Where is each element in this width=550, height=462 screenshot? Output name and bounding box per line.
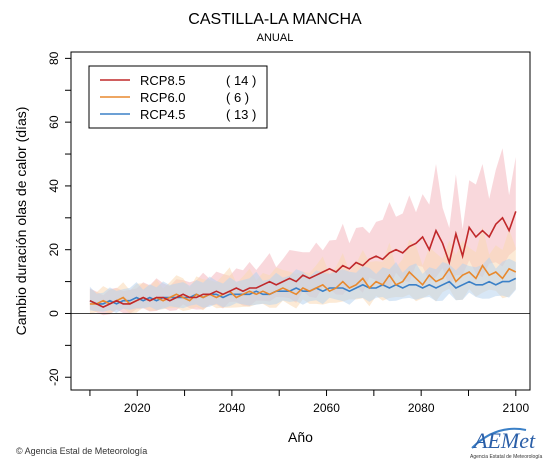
legend-label: RCP4.5 <box>140 107 186 122</box>
legend-count: ( 6 ) <box>226 90 249 105</box>
x-tick-label: 2060 <box>313 401 340 415</box>
series-lines <box>89 211 517 308</box>
x-axis-label: Año <box>288 429 313 445</box>
line-rcp85 <box>89 211 517 308</box>
credit-label: Agencia Estal de Meteorología <box>24 446 148 456</box>
line-rcp60 <box>89 264 517 305</box>
legend-label: RCP8.5 <box>140 73 186 88</box>
y-tick-label: 80 <box>47 51 61 65</box>
line-rcp45 <box>89 277 517 305</box>
y-tick-label: 0 <box>47 310 61 317</box>
y-tick-label: 40 <box>47 179 61 193</box>
x-tick-label: 2080 <box>408 401 435 415</box>
x-tick-label: 2020 <box>124 401 151 415</box>
legend: RCP8.5 ( 14 ) RCP6.0 ( 6 ) RCP4.5 ( 13 ) <box>88 65 268 129</box>
plot-frame <box>70 51 531 391</box>
aemet-logo: AEMet Agencia Estatal de Meteorología <box>470 427 542 460</box>
uncertainty-bands <box>89 148 516 316</box>
copyright-icon: © <box>16 446 23 456</box>
y-tick-label: -20 <box>47 368 61 386</box>
logo-subtext: Agencia Estatal de Meteorología <box>470 454 542 460</box>
y-axis-label: Cambio duración olas de calor (días) <box>13 107 29 336</box>
legend-count: ( 13 ) <box>226 107 256 122</box>
y-tick-label: 20 <box>47 243 61 257</box>
x-tick-label: 2040 <box>219 401 246 415</box>
chart-title: CASTILLA-LA MANCHA <box>188 11 362 28</box>
chart-subtitle: ANUAL <box>256 32 294 44</box>
legend-label: RCP6.0 <box>140 90 186 105</box>
legend-count: ( 14 ) <box>226 73 256 88</box>
y-tick-label: 60 <box>47 115 61 129</box>
x-axis: 2020 2040 2060 2080 2100 <box>89 390 529 415</box>
y-axis: -20 0 20 40 60 80 <box>47 51 71 386</box>
credit-text: © Agencia Estal de Meteorología <box>16 446 147 456</box>
logo-text: AEMet <box>472 428 536 453</box>
x-tick-label: 2100 <box>502 401 529 415</box>
